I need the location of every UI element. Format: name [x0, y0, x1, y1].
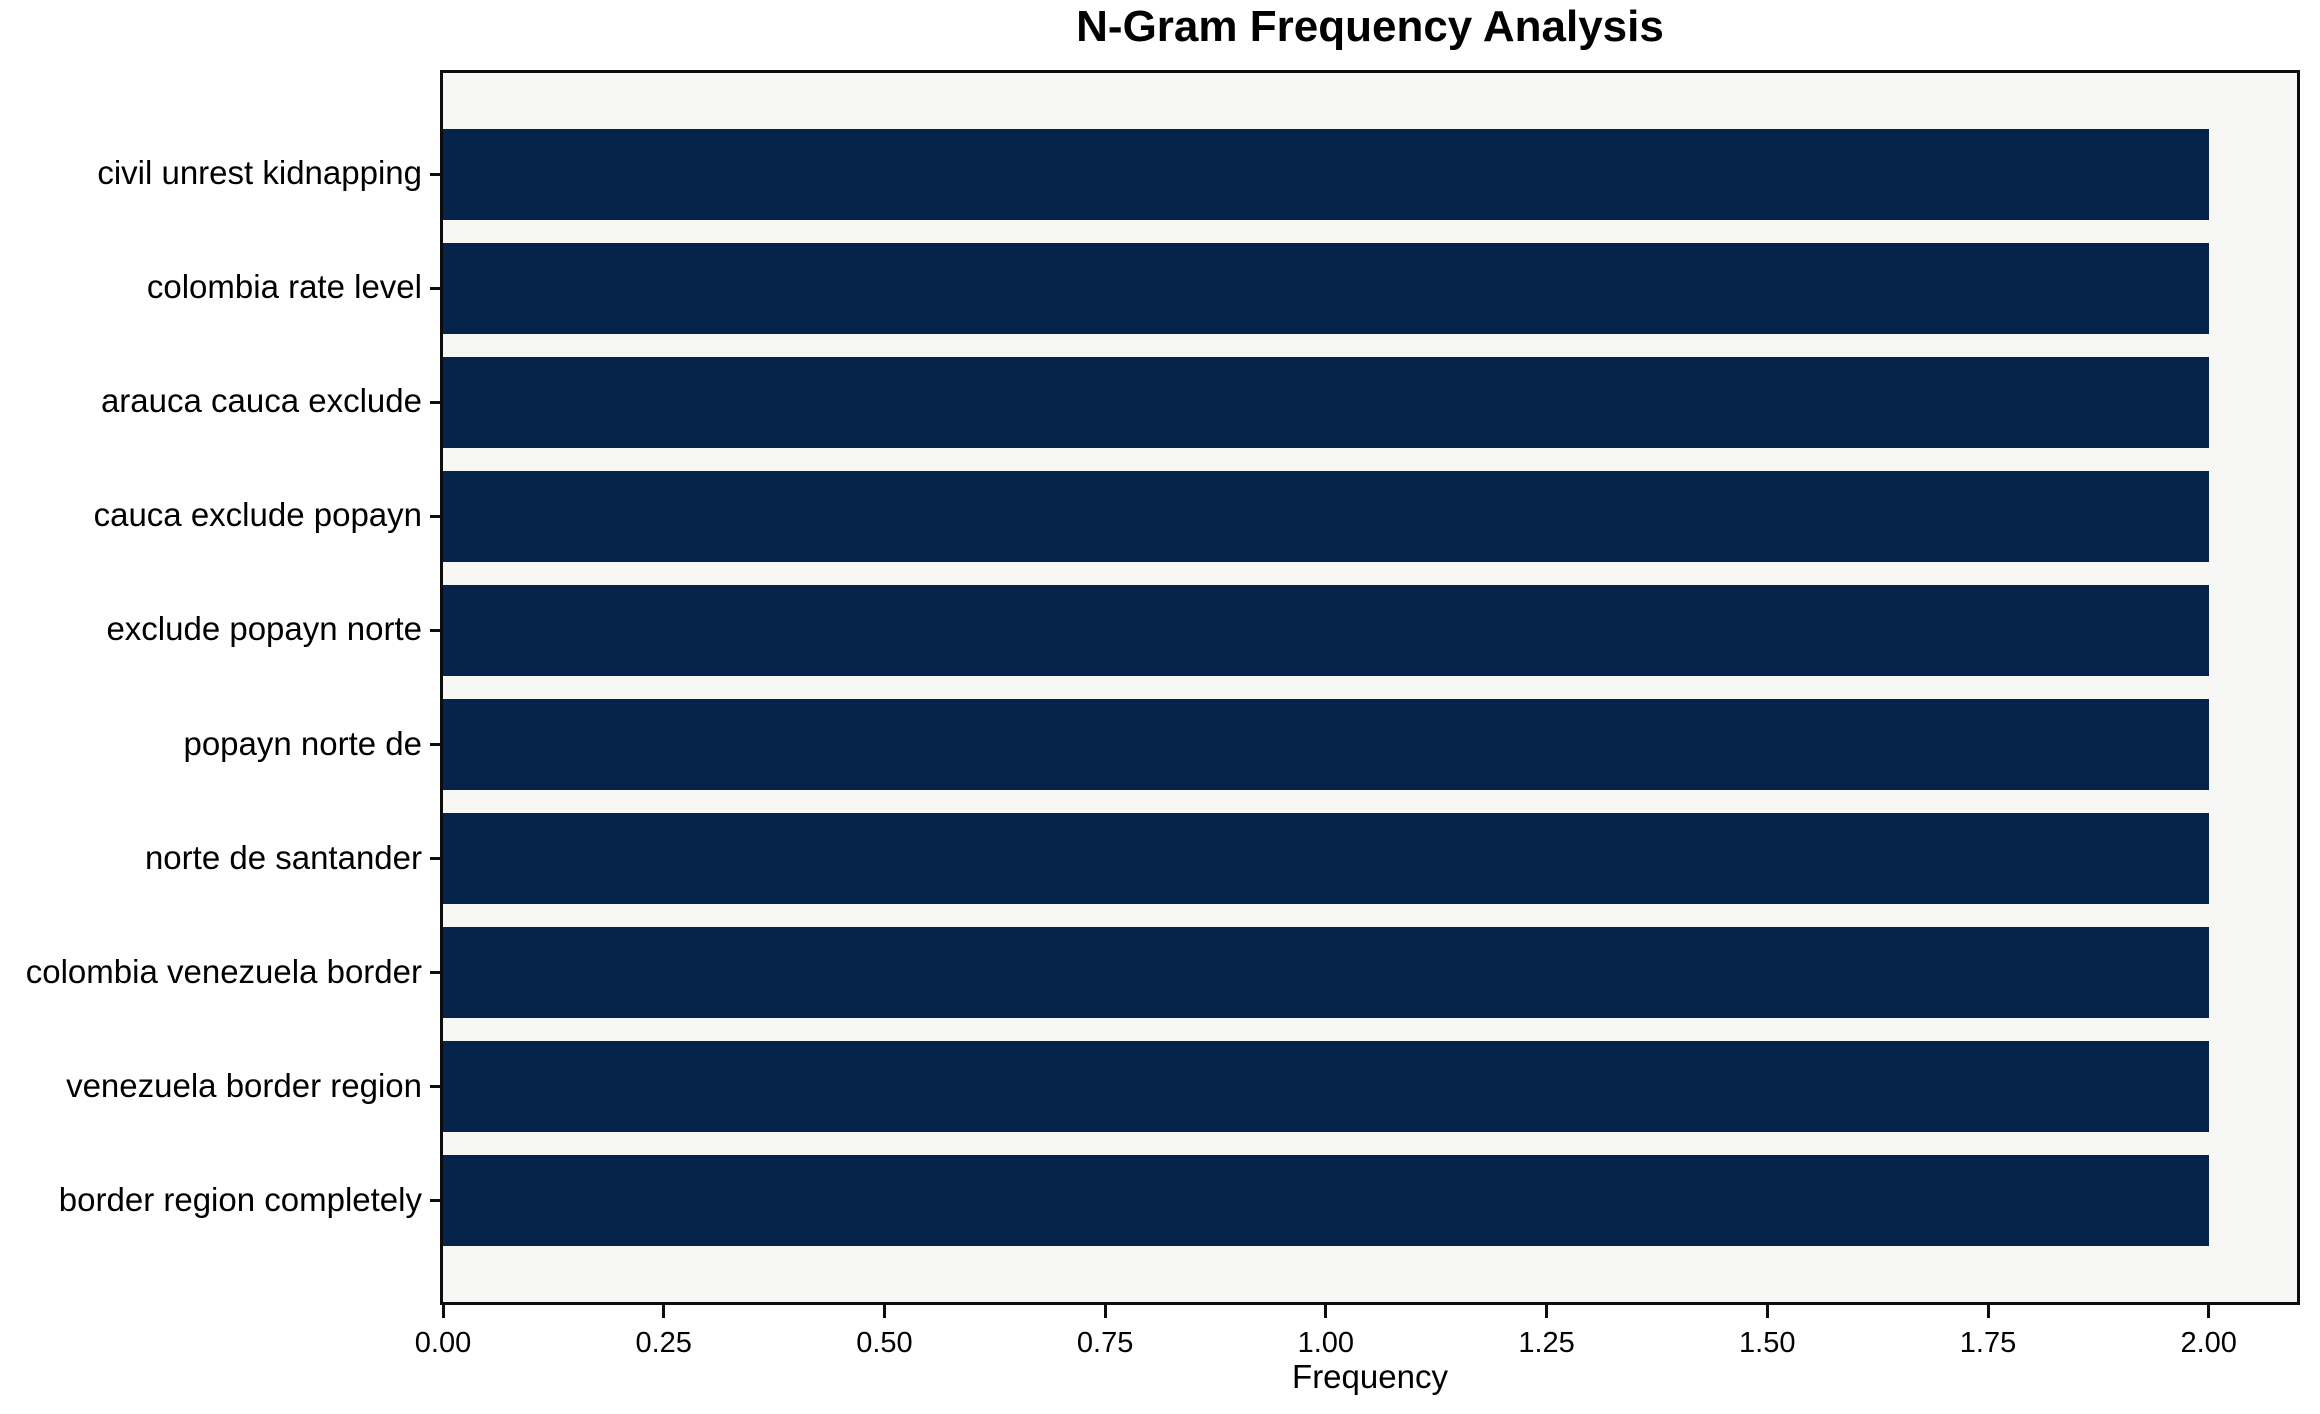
x-tick-label: 1.00	[1297, 1327, 1355, 1359]
y-tick-label: norte de santander	[144, 838, 422, 876]
y-tick-mark	[430, 286, 440, 290]
bar-cauca-exclude-popayn	[443, 470, 2209, 563]
x-tick-mark	[2207, 1305, 2211, 1318]
y-tick-label: colombia rate level	[146, 268, 422, 306]
plot-area	[440, 70, 2300, 1305]
y-tick-mark	[430, 628, 440, 632]
chart-title: N-Gram Frequency Analysis	[1076, 2, 1664, 51]
bar-arauca-cauca-exclude	[443, 356, 2209, 449]
y-tick-mark	[430, 743, 440, 746]
y-tick-mark	[430, 1085, 440, 1089]
bar-border-region-completely	[443, 1154, 2209, 1247]
y-tick-mark	[430, 971, 440, 975]
bar-colombia-venezuela-border	[443, 926, 2209, 1019]
x-tick-mark	[1545, 1305, 1549, 1318]
x-tick-label: 1.25	[1518, 1327, 1575, 1359]
x-axis-label: Frequency	[1292, 1358, 1448, 1395]
bar-exclude-popayn-norte	[443, 584, 2209, 677]
y-tick-label: colombia venezuela border	[25, 952, 422, 990]
y-tick-mark	[430, 1199, 440, 1203]
bar-colombia-rate-level	[443, 242, 2209, 335]
bar-civil-unrest-kidnapping	[443, 128, 2209, 221]
x-tick-mark	[662, 1305, 666, 1318]
x-tick-mark	[1986, 1305, 1990, 1318]
y-tick-label: popayn norte de	[183, 724, 422, 762]
x-tick-mark	[1103, 1305, 1107, 1318]
x-tick-label: 0.75	[1076, 1327, 1134, 1359]
bar-norte-de-santander	[443, 812, 2209, 905]
x-tick-mark	[1324, 1305, 1328, 1318]
y-tick-label: cauca exclude popayn	[93, 496, 422, 534]
y-tick-label: arauca cauca exclude	[100, 382, 422, 420]
y-tick-mark	[430, 514, 440, 518]
x-tick-label: 2.00	[2180, 1327, 2237, 1359]
x-tick-mark	[441, 1305, 445, 1318]
x-tick-label: 1.75	[1959, 1327, 2017, 1359]
x-tick-label: 0.25	[635, 1327, 692, 1359]
x-tick-label: 1.50	[1739, 1327, 1796, 1359]
y-tick-mark	[430, 857, 440, 860]
y-tick-label: border region completely	[58, 1180, 422, 1218]
x-tick-mark	[1765, 1305, 1769, 1318]
x-tick-label: 0.00	[414, 1327, 472, 1359]
x-tick-mark	[882, 1305, 886, 1318]
y-tick-label: civil unrest kidnapping	[97, 154, 422, 192]
bar-popayn-norte-de	[443, 698, 2209, 791]
x-tick-label: 0.50	[856, 1327, 913, 1359]
y-tick-mark	[430, 172, 440, 176]
y-tick-mark	[430, 400, 440, 404]
y-tick-label: exclude popayn norte	[106, 610, 422, 648]
y-tick-label: venezuela border region	[66, 1066, 422, 1104]
bar-venezuela-border-region	[443, 1040, 2209, 1133]
